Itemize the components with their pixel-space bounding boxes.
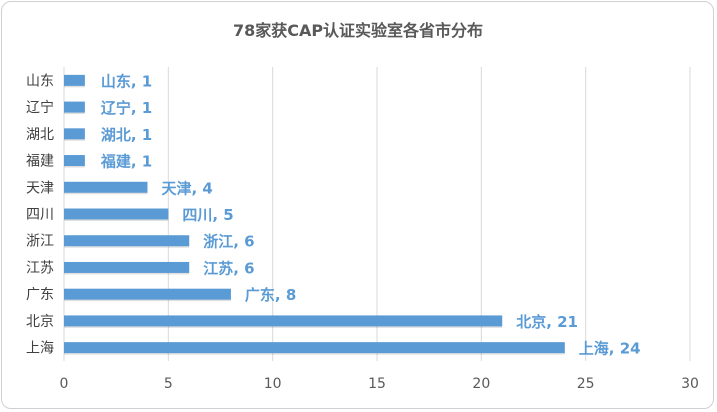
data-label: 山东, 1	[101, 72, 152, 90]
y-category-label: 辽宁	[26, 99, 54, 116]
y-category-label: 浙江	[26, 234, 54, 250]
bar	[64, 208, 169, 220]
chart-title: 78家获CAP认证实验室各省市分布	[233, 21, 483, 40]
data-label: 天津, 4	[161, 179, 212, 197]
bar	[64, 74, 85, 86]
y-category-label: 上海	[26, 341, 54, 357]
y-category-label: 天津	[26, 180, 54, 196]
data-label: 北京, 21	[516, 313, 578, 331]
y-category-label: 福建	[26, 154, 54, 170]
x-tick-label: 10	[264, 376, 282, 392]
data-label: 上海, 24	[579, 340, 641, 358]
bar	[64, 155, 85, 167]
y-category-label: 江苏	[26, 260, 54, 276]
x-tick-label: 20	[472, 376, 490, 392]
x-tick-label: 30	[681, 376, 699, 392]
x-tick-label: 5	[164, 376, 173, 392]
bar	[64, 128, 85, 140]
data-label: 江苏, 6	[203, 259, 254, 277]
x-tick-label: 25	[577, 376, 595, 392]
y-category-label: 广东	[26, 287, 54, 303]
bar	[64, 315, 503, 327]
data-label: 辽宁, 1	[101, 99, 152, 117]
y-category-label: 湖北	[26, 127, 54, 143]
y-category-label: 山东	[26, 73, 54, 89]
bar	[64, 181, 148, 193]
bar	[64, 101, 85, 113]
y-category-label: 四川	[26, 207, 54, 223]
bar	[64, 261, 190, 273]
bar	[64, 342, 565, 354]
y-category-label: 北京	[26, 314, 54, 330]
data-label: 广东, 8	[245, 286, 296, 304]
x-tick-label: 15	[368, 376, 386, 392]
bar	[64, 235, 190, 247]
bar	[64, 288, 231, 300]
data-label: 浙江, 6	[203, 233, 254, 251]
data-label: 福建, 1	[100, 153, 152, 171]
data-label: 湖北, 1	[101, 126, 152, 144]
data-label: 四川, 5	[182, 206, 233, 224]
x-tick-label: 0	[60, 376, 69, 392]
